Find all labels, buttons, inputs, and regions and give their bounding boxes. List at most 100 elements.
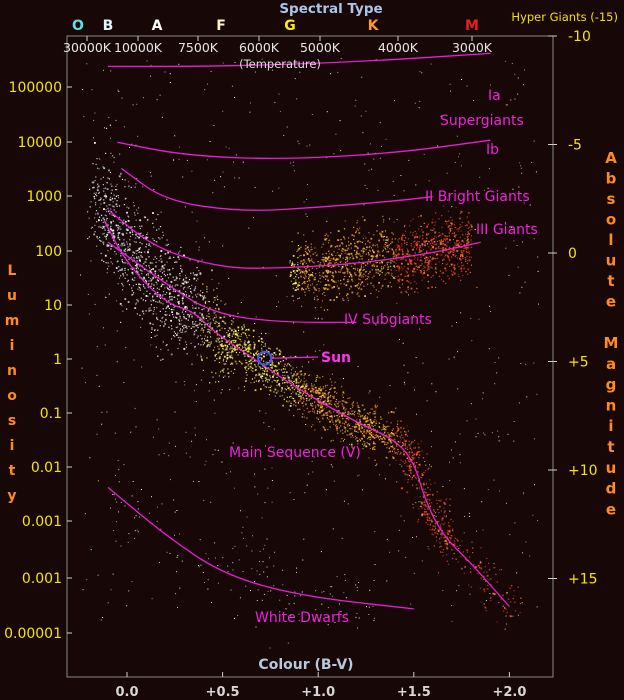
star-dot xyxy=(381,268,383,270)
star-dot xyxy=(379,435,382,437)
star-dot xyxy=(401,434,403,436)
star-dot xyxy=(424,511,426,513)
star-dot xyxy=(351,278,353,281)
star-dot xyxy=(471,340,473,342)
star-dot xyxy=(228,343,230,345)
star-dot xyxy=(140,326,142,328)
star-dot xyxy=(225,341,228,344)
star-dot xyxy=(342,396,344,398)
star-dot xyxy=(449,247,451,249)
star-dot xyxy=(216,329,218,332)
star-dot xyxy=(426,251,428,253)
star-dot xyxy=(209,345,211,347)
star-dot xyxy=(356,241,359,243)
star-dot xyxy=(408,458,410,461)
star-dot xyxy=(396,248,398,250)
star-dot xyxy=(134,307,137,309)
star-dot xyxy=(86,63,88,65)
star-dot xyxy=(289,381,291,383)
star-dot xyxy=(175,334,178,336)
star-dot xyxy=(373,158,375,160)
star-dot xyxy=(233,161,235,163)
star-dot xyxy=(402,233,404,235)
star-dot xyxy=(153,310,155,312)
star-dot xyxy=(156,229,158,231)
star-dot xyxy=(470,256,472,258)
star-dot xyxy=(341,250,343,252)
star-dot xyxy=(425,256,427,258)
star-dot xyxy=(369,448,371,450)
star-dot xyxy=(355,430,357,433)
star-dot xyxy=(397,451,399,453)
star-dot xyxy=(505,623,507,625)
star-dot xyxy=(285,381,287,384)
star-dot xyxy=(451,249,453,251)
star-dot xyxy=(334,381,336,383)
star-dot xyxy=(302,393,304,395)
star-dot xyxy=(446,238,448,240)
star-dot xyxy=(360,250,362,252)
star-dot xyxy=(305,272,307,274)
star-dot xyxy=(229,389,231,391)
star-dot xyxy=(448,252,450,255)
star-dot xyxy=(424,267,426,269)
star-dot xyxy=(175,279,177,281)
star-dot xyxy=(307,388,310,390)
star-dot xyxy=(459,226,461,228)
star-dot xyxy=(403,427,405,429)
star-dot xyxy=(397,448,399,451)
star-dot xyxy=(276,347,278,350)
star-dot xyxy=(121,97,123,99)
star-dot xyxy=(356,423,358,425)
star-dot xyxy=(466,216,468,218)
star-dot xyxy=(424,261,426,263)
star-dot xyxy=(362,132,364,134)
star-dot xyxy=(423,240,426,243)
star-dot xyxy=(120,255,122,257)
star-dot xyxy=(391,241,394,243)
star-dot xyxy=(397,239,399,241)
star-dot xyxy=(306,198,308,200)
star-dot xyxy=(352,280,354,282)
star-dot xyxy=(392,433,394,435)
star-dot xyxy=(164,275,166,277)
star-dot xyxy=(129,235,132,237)
star-dot xyxy=(305,384,307,386)
star-dot xyxy=(349,271,351,273)
star-dot xyxy=(395,270,397,272)
star-dot xyxy=(194,287,196,289)
star-dot xyxy=(209,331,211,333)
star-dot xyxy=(123,219,125,221)
star-dot xyxy=(172,267,174,270)
star-dot xyxy=(409,447,411,449)
star-dot xyxy=(292,400,295,402)
star-dot xyxy=(249,360,251,363)
star-dot xyxy=(434,224,436,226)
star-dot xyxy=(368,457,370,459)
star-dot xyxy=(358,295,360,297)
star-dot xyxy=(366,442,368,444)
star-dot xyxy=(368,432,371,435)
star-dot xyxy=(461,270,463,272)
star-dot xyxy=(227,334,229,337)
star-dot xyxy=(243,537,244,539)
star-dot xyxy=(425,492,427,494)
star-dot xyxy=(409,262,412,264)
star-dot xyxy=(361,262,364,264)
star-dot xyxy=(483,579,485,581)
star-dot xyxy=(231,354,233,356)
star-dot xyxy=(430,266,432,268)
star-dot xyxy=(273,374,275,376)
star-dot xyxy=(434,268,437,270)
star-dot xyxy=(189,279,190,280)
star-dot xyxy=(173,296,175,298)
star-dot xyxy=(279,599,281,601)
star-dot xyxy=(407,456,409,459)
star-dot xyxy=(470,224,473,227)
star-dot xyxy=(188,314,190,316)
star-dot xyxy=(137,299,139,301)
star-dot xyxy=(234,347,236,349)
star-dot xyxy=(420,251,422,253)
star-dot xyxy=(259,561,260,562)
star-dot xyxy=(210,71,212,72)
